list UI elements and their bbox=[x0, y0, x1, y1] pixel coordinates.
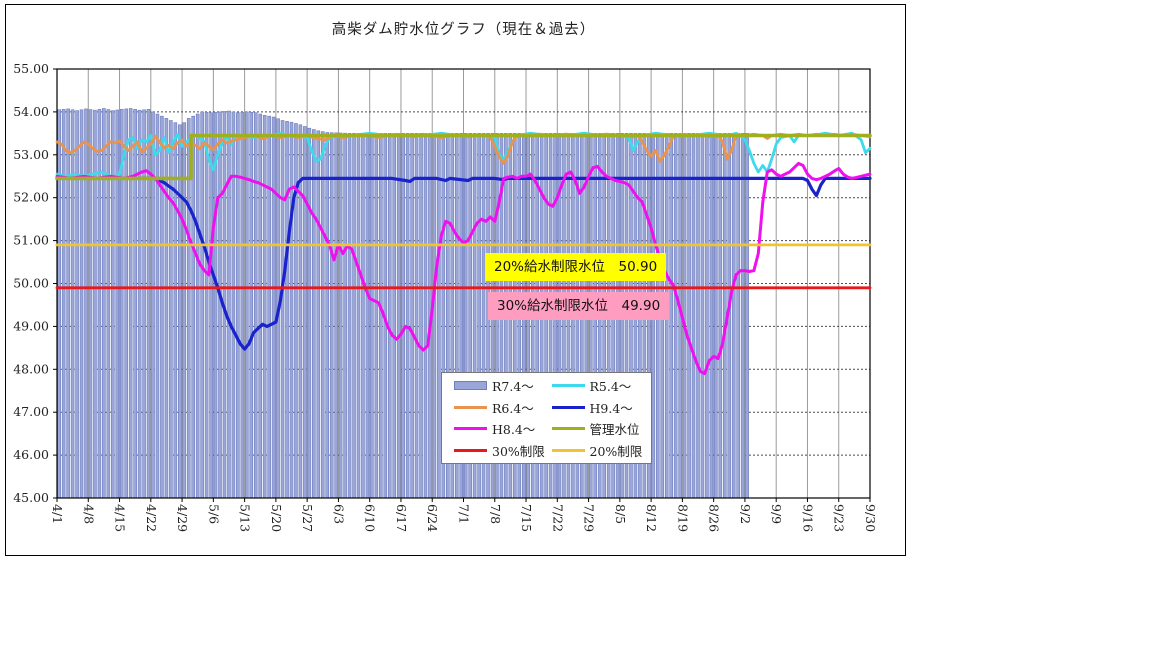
y-tick-label: 46.00 bbox=[13, 447, 49, 462]
axis-ticks bbox=[53, 68, 871, 502]
x-tick-label: 7/1 bbox=[457, 504, 472, 524]
chart-frame: 45.00 46.00 47.00 48.00 49.00 50.00 51.00 52.00… bbox=[5, 4, 906, 556]
x-tick-label: 7/22 bbox=[550, 504, 565, 532]
x-tick-label: 6/10 bbox=[363, 504, 378, 532]
legend-item: 30%制限 bbox=[454, 440, 552, 460]
legend-label: 20%制限 bbox=[589, 443, 643, 459]
legend-item: 20%制限 bbox=[551, 440, 650, 460]
x-tick-label: 7/29 bbox=[582, 504, 597, 532]
legend-label: R5.4～ bbox=[589, 379, 632, 395]
x-tick-label: 5/27 bbox=[300, 504, 315, 532]
legend-line-swatch bbox=[551, 405, 585, 409]
x-tick-label: 8/12 bbox=[644, 504, 659, 532]
y-tick-label: 45.00 bbox=[13, 490, 49, 505]
legend-item: R5.4～ bbox=[551, 376, 650, 396]
x-tick-label: 9/30 bbox=[863, 504, 878, 532]
x-tick-label: 6/17 bbox=[394, 504, 409, 532]
x-tick-label: 5/6 bbox=[206, 504, 221, 524]
x-tick-label: 4/29 bbox=[175, 504, 190, 532]
legend-item: 管理水位 bbox=[551, 419, 650, 439]
y-tick-label: 54.00 bbox=[13, 104, 49, 119]
x-tick-label: 7/15 bbox=[519, 504, 534, 532]
legend-bar-swatch bbox=[454, 381, 487, 391]
legend-label: H8.4～ bbox=[492, 422, 536, 438]
legend-label: R6.4～ bbox=[492, 400, 534, 416]
legend-item: H8.4～ bbox=[454, 419, 552, 439]
annotation-20pct-level: 20%給水制限水位 50.90 bbox=[485, 253, 667, 281]
legend-label: H9.4～ bbox=[589, 400, 633, 416]
y-tick-label: 49.00 bbox=[13, 318, 49, 333]
y-tick-label: 47.00 bbox=[13, 404, 49, 419]
chart-title: 高柴ダム貯水位グラフ（現在＆過去） bbox=[331, 22, 596, 38]
legend-line-swatch bbox=[454, 448, 487, 452]
y-tick-label: 52.00 bbox=[13, 190, 49, 205]
legend-line-swatch bbox=[551, 448, 585, 452]
x-tick-label: 8/19 bbox=[675, 504, 690, 532]
x-tick-label: 4/8 bbox=[81, 504, 96, 524]
y-tick-label: 51.00 bbox=[13, 233, 49, 248]
legend-item: H9.4～ bbox=[551, 397, 650, 417]
x-tick-label: 5/13 bbox=[238, 504, 253, 532]
x-axis-labels: 4/1 4/8 4/15 4/22 4/29 5/6 5/13 5/20 5/27 6/3 6/10… bbox=[50, 504, 878, 532]
y-tick-label: 50.00 bbox=[13, 276, 49, 291]
annotation-30pct-level: 30%給水制限水位 49.90 bbox=[488, 292, 670, 320]
line-series-H8.4～ bbox=[55, 161, 872, 376]
line-series-管理水位 bbox=[55, 133, 872, 181]
x-tick-label: 6/24 bbox=[425, 504, 440, 532]
y-tick-label: 55.00 bbox=[13, 61, 49, 76]
plot-area: 45.00 46.00 47.00 48.00 49.00 50.00 51.00 52.00… bbox=[13, 61, 878, 532]
x-tick-label: 6/3 bbox=[331, 504, 346, 524]
x-tick-label: 4/22 bbox=[144, 504, 159, 532]
x-tick-label: 9/23 bbox=[832, 504, 847, 532]
legend-label: 管理水位 bbox=[589, 422, 640, 438]
x-tick-label: 8/5 bbox=[613, 504, 628, 524]
legend-item: R7.4～ bbox=[454, 376, 552, 396]
x-tick-label: 7/8 bbox=[488, 504, 503, 524]
legend-line-swatch bbox=[551, 427, 585, 431]
y-tick-label: 48.00 bbox=[13, 361, 49, 376]
legend-line-swatch bbox=[454, 427, 487, 431]
legend: R7.4～ R5.4～ R6.4～ H9.4～ H8.4～ 管理水位 30%制限 20%制限 bbox=[441, 372, 652, 464]
y-tick-label: 53.00 bbox=[13, 147, 49, 162]
x-tick-label: 9/9 bbox=[769, 504, 784, 524]
y-axis-labels: 45.00 46.00 47.00 48.00 49.00 50.00 51.00 52.00… bbox=[13, 61, 49, 505]
x-tick-label: 9/16 bbox=[800, 504, 815, 532]
x-tick-label: 4/1 bbox=[50, 504, 65, 524]
x-tick-label: 4/15 bbox=[113, 504, 128, 532]
x-tick-label: 5/20 bbox=[269, 504, 284, 532]
x-tick-label: 9/2 bbox=[738, 504, 753, 524]
legend-line-swatch bbox=[551, 384, 585, 388]
x-tick-label: 8/26 bbox=[707, 504, 722, 532]
legend-label: 30%制限 bbox=[492, 443, 545, 459]
legend-item: R6.4～ bbox=[454, 397, 552, 417]
legend-line-swatch bbox=[454, 405, 487, 409]
legend-label: R7.4～ bbox=[492, 379, 534, 395]
